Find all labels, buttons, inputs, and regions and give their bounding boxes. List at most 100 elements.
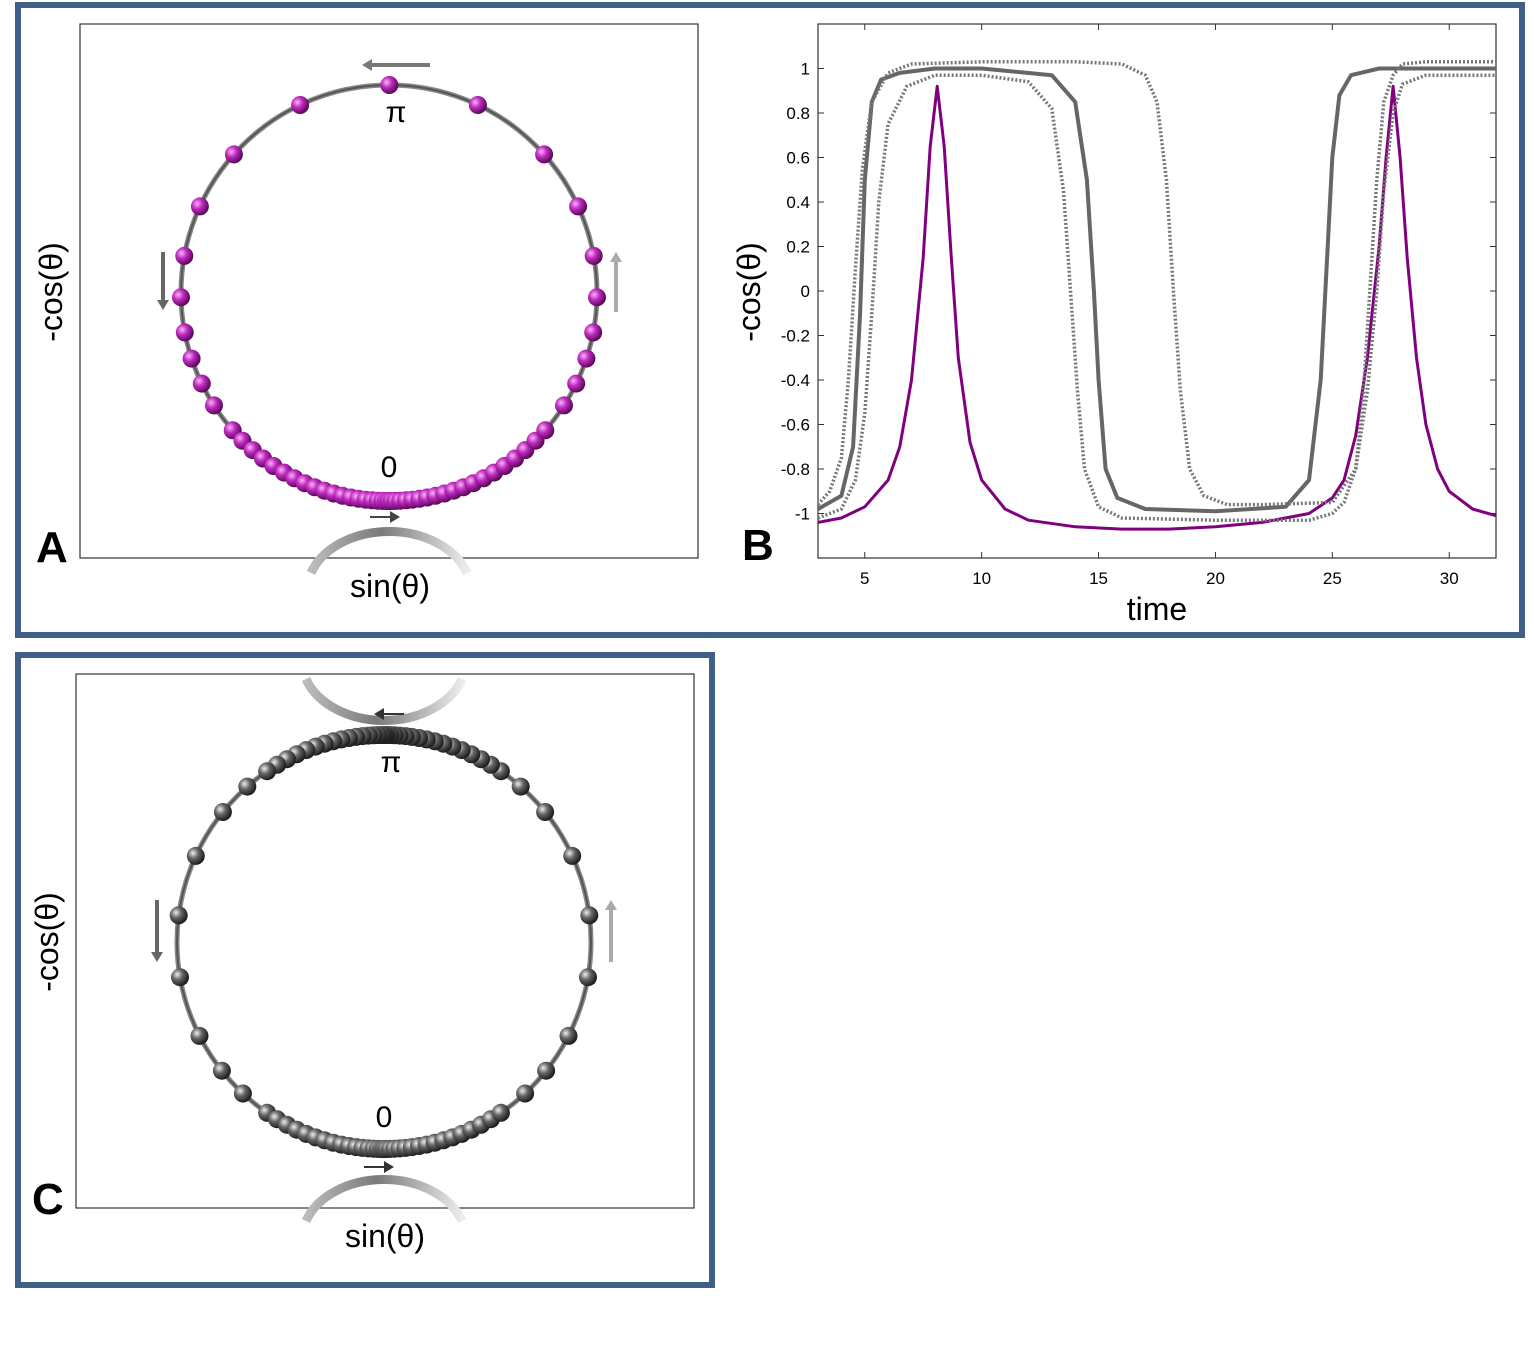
panel-a-beads: [172, 76, 606, 510]
bead: [171, 968, 189, 987]
series-line-4: [818, 60, 1496, 507]
panel-a-potential-bowl: [306, 527, 472, 575]
bead: [186, 846, 205, 865]
bead: [212, 1061, 231, 1080]
panel-c-ylabel: -cos(θ): [29, 892, 65, 992]
panel-c-xlabel: sin(θ): [345, 1218, 425, 1254]
panel-b-ticks: 5 10 15 20 25 30 1 0.8 0.6 0.4 0.2 0 -0.2 -0.4 -0.6 -0.…: [781, 24, 1496, 588]
bead: [569, 197, 588, 216]
x-tick-label: 5: [860, 569, 869, 588]
y-tick-label: 0.4: [786, 193, 810, 212]
bead: [182, 349, 201, 368]
bead: [233, 1084, 252, 1103]
arrow-top-left: [362, 59, 430, 71]
series-line-1: [818, 84, 1496, 531]
panel-a-pi-label: π: [386, 96, 407, 129]
arrow-bottom-right: [370, 511, 400, 523]
panel-a-zero-label: 0: [381, 451, 398, 484]
arrow-left-down-head: [151, 952, 163, 962]
bead: [190, 1026, 209, 1045]
y-tick-label: 1: [801, 60, 810, 79]
arrow-top-left-head: [374, 708, 384, 720]
bead: [584, 323, 603, 342]
bead: [491, 1103, 510, 1122]
bead: [175, 246, 194, 265]
bead: [536, 421, 555, 440]
arrow-top-left-head: [362, 59, 372, 71]
panel-a-xlabel: sin(θ): [350, 568, 430, 604]
series-line-3: [818, 73, 1496, 522]
arrow-bottom-right: [364, 1161, 394, 1173]
x-tick-label: 30: [1440, 569, 1459, 588]
panel-c-beads: [169, 726, 599, 1158]
x-tick-label: 25: [1323, 569, 1342, 588]
bead: [536, 803, 555, 821]
bead: [291, 96, 310, 114]
potential-bowl-bottom: [301, 1175, 467, 1223]
panel-b: 5 10 15 20 25 30 1 0.8 0.6 0.4 0.2 0 -0.2 -0.4 -0.6 -0.…: [731, 23, 1497, 627]
arrow-right-up-head: [610, 252, 622, 262]
bead: [535, 145, 554, 164]
bead: [580, 906, 599, 925]
y-tick-label: 0.6: [786, 149, 810, 168]
bead: [258, 762, 277, 781]
bead: [537, 1061, 556, 1080]
panel-c-potential-bowls: [301, 677, 467, 1223]
panel-c-pi-label: π: [381, 746, 402, 779]
y-tick-label: 0.2: [786, 238, 810, 257]
arrow-left-down-head: [157, 300, 169, 310]
potential-bowl-top: [301, 677, 467, 725]
bead: [224, 145, 243, 164]
bead: [577, 349, 596, 368]
panel-c-zero-label: 0: [376, 1101, 393, 1134]
x-tick-label: 20: [1206, 569, 1225, 588]
arrow-bottom-right-head: [384, 1161, 394, 1173]
panel-a-ylabel: -cos(θ): [33, 242, 69, 342]
x-tick-label: 15: [1089, 569, 1108, 588]
y-tick-label: -0.2: [781, 327, 810, 346]
potential-bowl-bottom: [306, 527, 472, 575]
bead: [380, 76, 399, 94]
bead: [555, 396, 573, 415]
y-tick-label: -0.8: [781, 460, 810, 479]
panel-b-ylabel: -cos(θ): [731, 242, 767, 342]
bead: [169, 906, 188, 925]
bead: [213, 803, 232, 821]
arrow-left-down: [157, 252, 169, 310]
panel-b-letter: B: [742, 521, 774, 570]
bead: [563, 846, 582, 865]
panel-a: π 0 sin(θ) -cos(θ) A: [33, 23, 699, 604]
arrow-right-up-head: [605, 900, 617, 910]
bead: [468, 96, 487, 114]
arrow-bottom-right-head: [390, 511, 400, 523]
bead: [205, 396, 223, 415]
panel-b-lines: [818, 60, 1496, 531]
bead: [559, 1026, 578, 1045]
bead: [175, 323, 194, 342]
bead: [516, 1084, 535, 1103]
bead: [588, 288, 606, 307]
panel-b-xlabel: time: [1127, 591, 1187, 627]
panel-a-arrows: [157, 59, 622, 523]
y-tick-label: -1: [795, 505, 810, 524]
arrow-right-up: [610, 252, 622, 312]
bead: [172, 288, 190, 307]
y-tick-label: -0.4: [781, 371, 810, 390]
panel-a-letter: A: [36, 523, 68, 572]
bead: [238, 777, 257, 796]
bead: [579, 968, 597, 987]
x-tick-label: 10: [972, 569, 991, 588]
arrow-right-up: [605, 900, 617, 962]
arrow-left-down: [151, 900, 163, 962]
bead: [584, 246, 603, 265]
panel-c-arrows: [151, 708, 617, 1173]
bead: [511, 777, 530, 796]
bead: [190, 197, 209, 216]
y-tick-label: 0.8: [786, 104, 810, 123]
bead: [192, 374, 211, 393]
arrow-top-left: [374, 708, 404, 720]
y-tick-label: 0: [801, 282, 810, 301]
bead: [567, 374, 586, 393]
y-tick-label: -0.6: [781, 416, 810, 435]
